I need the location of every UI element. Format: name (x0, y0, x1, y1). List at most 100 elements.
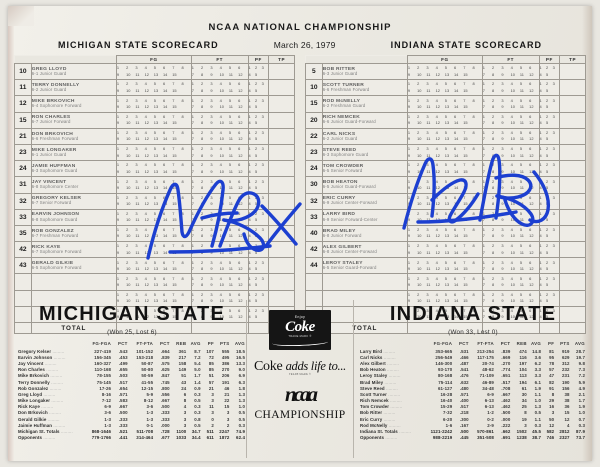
grid-number[interactable]: 2 (546, 130, 549, 136)
grid-number[interactable]: 12 (144, 136, 149, 142)
scorecard-grid-cell[interactable]: 1 2 3 4 5 67 8 9 10 11 12 (481, 305, 540, 324)
grid-number[interactable]: 5 (255, 87, 258, 93)
grid-number[interactable]: 2 (546, 291, 549, 297)
scorecard-grid-cell[interactable]: 1 2 34 5 (538, 192, 561, 210)
grid-number[interactable]: 11 (135, 265, 140, 271)
grid-number[interactable]: 3 (552, 194, 555, 200)
grid-number[interactable]: 4 (248, 71, 251, 77)
scorecard-grid-cell[interactable]: 1 2 34 5 (247, 143, 270, 162)
grid-number[interactable]: 12 (238, 152, 243, 158)
grid-number[interactable]: 4 (219, 275, 222, 281)
grid-number[interactable]: 2 (546, 227, 549, 233)
stats-row[interactable]: Tom Crowder ......... 15-29.517 6-13.462 25… (360, 404, 586, 410)
grid-number[interactable]: 4 (248, 87, 251, 93)
grid-number[interactable]: 3 (261, 81, 264, 87)
grid-number[interactable]: 12 (238, 120, 243, 126)
grid-number[interactable]: 4 (219, 65, 222, 71)
grid-number[interactable]: 5 (519, 113, 523, 119)
grid-number[interactable]: 3 (261, 259, 264, 265)
grid-number[interactable]: 13 (153, 298, 159, 304)
total-points-cell[interactable] (559, 224, 586, 243)
grid-number[interactable]: 12 (238, 201, 243, 207)
grid-number[interactable]: 12 (238, 282, 243, 288)
stats-row[interactable]: Terry Donnelly ......... 75-145.517 41-55.… (18, 379, 246, 385)
grid-number[interactable]: 8 (472, 97, 475, 103)
grid-number[interactable]: 9 (407, 120, 411, 126)
scorecard-grid-cell[interactable]: 1 2 3 4 5 67 8 9 10 11 12 (481, 111, 540, 129)
grid-number[interactable]: 5 (255, 184, 258, 190)
grid-number[interactable]: 6 (238, 97, 241, 103)
grid-number[interactable]: 5 (519, 162, 523, 168)
grid-number[interactable]: 6 (529, 227, 532, 233)
grid-number[interactable]: 5 (519, 243, 523, 249)
grid-number[interactable]: 2 (546, 308, 549, 314)
grid-number[interactable]: 1 (482, 113, 485, 119)
grid-number[interactable]: 9 (210, 152, 213, 158)
grid-number[interactable]: 1 (482, 227, 485, 233)
grid-number[interactable]: 11 (426, 168, 431, 174)
grid-number[interactable]: 6 (163, 275, 166, 281)
grid-number[interactable]: 1 (191, 146, 194, 152)
stats-row[interactable]: Rod McNelly ......... 1-6.167 2-9.222 3 0.3 1… (360, 422, 586, 428)
grid-number[interactable]: 3 (501, 308, 504, 314)
grid-number[interactable]: 2 (126, 162, 129, 168)
scorecard-grid-cell[interactable]: 1 2 34 5 (538, 79, 561, 97)
grid-number[interactable]: 3 (135, 162, 138, 168)
grid-number[interactable]: 1 (407, 291, 411, 297)
grid-number[interactable]: 3 (552, 259, 555, 265)
grid-number[interactable]: 8 (492, 265, 495, 271)
grid-number[interactable]: 5 (546, 298, 549, 304)
grid-number[interactable]: 11 (135, 217, 140, 223)
grid-number[interactable]: 9 (210, 168, 213, 174)
grid-number[interactable]: 7 (172, 113, 175, 119)
grid-number[interactable]: 5 (255, 201, 258, 207)
grid-number[interactable]: 1 (116, 243, 120, 249)
scorecard-grid-cell[interactable]: 1 2 3 4 5 6 7 89 10 11 12 13 14 15 (406, 176, 483, 194)
grid-number[interactable]: 12 (144, 87, 149, 93)
grid-number[interactable]: 9 (501, 217, 504, 223)
grid-number[interactable]: 10 (219, 249, 224, 255)
grid-number[interactable]: 1 (248, 113, 251, 119)
grid-number[interactable]: 14 (454, 201, 459, 207)
grid-number[interactable]: 13 (444, 217, 450, 223)
scorecard-grid-cell[interactable]: 1 2 3 4 5 67 8 9 10 11 12 (190, 160, 249, 178)
grid-number[interactable]: 1 (248, 97, 251, 103)
grid-number[interactable]: 8 (181, 210, 184, 216)
grid-number[interactable]: 12 (144, 120, 149, 126)
grid-number[interactable]: 10 (126, 314, 131, 320)
grid-number[interactable]: 4 (219, 162, 222, 168)
grid-number[interactable]: 11 (519, 265, 524, 271)
grid-number[interactable]: 9 (407, 168, 411, 174)
scorecard-grid-cell[interactable]: 1 2 3 4 5 6 7 89 10 11 12 13 14 15 (406, 241, 483, 259)
grid-number[interactable]: 2 (546, 243, 549, 249)
grid-number[interactable]: 12 (435, 249, 440, 255)
grid-number[interactable]: 4 (510, 308, 513, 314)
grid-number[interactable]: 9 (501, 152, 504, 158)
grid-number[interactable]: 12 (238, 168, 243, 174)
scorecard-grid-cell[interactable]: 1 2 34 5 (538, 257, 561, 275)
grid-number[interactable]: 6 (529, 259, 532, 265)
grid-number[interactable]: 12 (144, 217, 149, 223)
player-row[interactable]: 42 RICK KAYE 6-7 Sophomore Forward 1 2 3 4 5 6 7 8… (14, 241, 295, 259)
grid-number[interactable]: 7 (482, 201, 485, 207)
grid-number[interactable]: 7 (482, 249, 485, 255)
grid-number[interactable]: 1 (539, 275, 542, 281)
player-row[interactable]: 5 BOB RITTER 6-3 Junior Guard 1 2 3 4 5 6 7 89 10 11… (305, 62, 586, 81)
grid-number[interactable]: 13 (444, 233, 450, 239)
grid-number[interactable]: 11 (426, 87, 431, 93)
grid-number[interactable]: 3 (426, 146, 429, 152)
grid-number[interactable]: 5 (255, 233, 258, 239)
grid-number[interactable]: 5 (255, 314, 258, 320)
grid-number[interactable]: 10 (510, 265, 515, 271)
grid-number[interactable]: 1 (482, 291, 485, 297)
grid-number[interactable]: 3 (135, 65, 138, 71)
grid-number[interactable]: 1 (407, 97, 411, 103)
grid-number[interactable]: 4 (510, 97, 513, 103)
grid-number[interactable]: 4 (510, 291, 513, 297)
total-points-cell[interactable] (268, 176, 295, 194)
grid-number[interactable]: 4 (248, 265, 251, 271)
grid-number[interactable]: 1 (539, 97, 542, 103)
grid-number[interactable]: 1 (248, 308, 251, 314)
scorecard-grid-cell[interactable]: 1 2 3 4 5 6 7 89 10 11 12 13 14 15 (406, 224, 483, 243)
grid-number[interactable]: 4 (510, 243, 513, 249)
